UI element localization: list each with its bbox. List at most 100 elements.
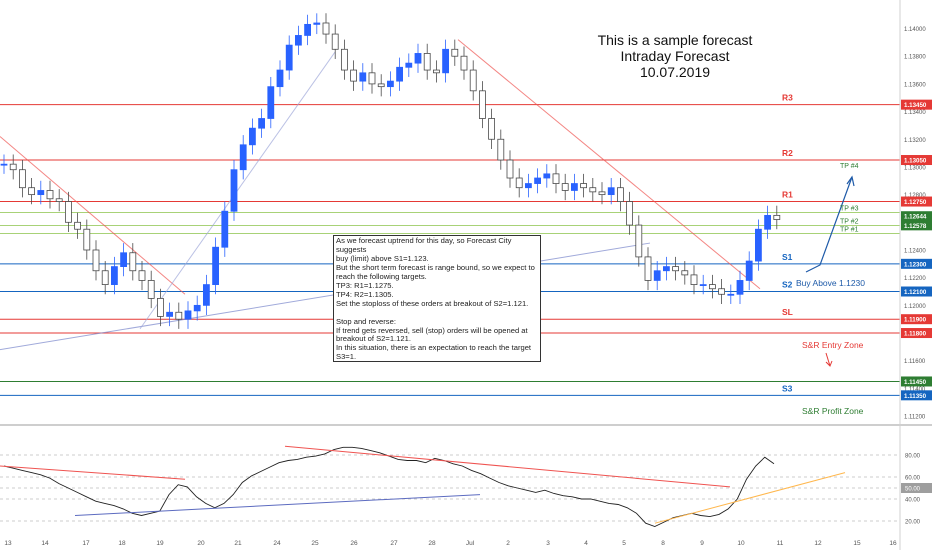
time-tick-23: 16 <box>889 540 897 547</box>
candle-body-41 <box>377 83 385 88</box>
price-tick-12: 1.11600 <box>904 359 926 365</box>
price-tick-6: 1.12800 <box>904 193 926 199</box>
candle-body-79 <box>727 293 735 296</box>
time-tick-2: 17 <box>82 540 90 547</box>
candle-body-10 <box>92 249 100 272</box>
forecast-down-arrow <box>825 352 831 367</box>
candle-body-58 <box>534 177 541 184</box>
price-tick-9: 1.12200 <box>904 276 926 282</box>
price-tick-10: 1.12000 <box>904 304 926 310</box>
candle-body-25 <box>230 169 238 212</box>
candle-body-51 <box>469 69 477 92</box>
candles-layer <box>0 13 781 329</box>
price-badge-3: 1.12644 <box>904 214 927 221</box>
candle-body-30 <box>276 69 284 88</box>
candle-body-82 <box>755 228 762 262</box>
time-tick-4: 19 <box>156 540 164 547</box>
osc-tick-2: 50.00 <box>905 487 921 493</box>
candle-body-73 <box>672 266 679 272</box>
profit-zone-label: S&R Profit Zone <box>802 406 864 416</box>
price-badge-bg-4 <box>901 220 932 231</box>
candle-body-59 <box>543 173 551 179</box>
osc-tick-4: 20.00 <box>905 520 921 526</box>
forecast-note-box: As we forecast uptrend for this day, so … <box>333 235 541 362</box>
price-tick-5: 1.13000 <box>904 165 926 171</box>
chart-title-line-2: Intraday Forecast <box>621 48 730 64</box>
candle-body-26 <box>239 144 247 171</box>
trendline-down-july <box>457 39 761 290</box>
price-badge-bg-7 <box>901 314 932 325</box>
price-tick-1: 1.13800 <box>904 55 926 61</box>
candle-body-5 <box>46 190 54 200</box>
note-line-4: TP3: R1=1.1275. <box>336 280 394 290</box>
candle-body-7 <box>65 201 72 223</box>
note-line-0: As we forecast uptrend for this day, so … <box>336 236 514 254</box>
candle-body-0 <box>0 163 8 166</box>
candle-body-15 <box>138 270 146 281</box>
candle-body-57 <box>525 183 532 189</box>
price-tick-2: 1.13600 <box>904 82 926 88</box>
price-badge-5: 1.12300 <box>904 261 927 268</box>
candle-body-24 <box>221 210 229 248</box>
forecast-up-arrow <box>805 176 853 273</box>
oscillator-panel: 80.00 60.00 50.00 40.00 20.00 <box>0 424 932 527</box>
candle-body-78 <box>718 288 725 295</box>
note-line-3: reach the following targets. <box>336 271 427 281</box>
candle-body-6 <box>55 198 63 202</box>
candle-body-84 <box>773 214 781 220</box>
price-tick-13: 1.11400 <box>904 387 926 393</box>
osc-trendline-3 <box>284 445 731 488</box>
candle-body-16 <box>147 280 155 299</box>
candle-body-38 <box>350 69 358 82</box>
candle-body-72 <box>663 266 670 272</box>
price-levels-layer <box>0 104 900 396</box>
candle-body-60 <box>552 173 560 184</box>
price-badge-4: 1.12578 <box>904 223 927 230</box>
candle-body-68 <box>626 201 633 226</box>
candle-body-35 <box>322 22 330 35</box>
candle-body-11 <box>101 270 109 285</box>
time-tick-7: 24 <box>273 540 281 547</box>
candle-body-55 <box>506 159 514 179</box>
buy-above-label: Buy Above 1.1230 <box>796 278 865 288</box>
candle-body-69 <box>635 224 643 258</box>
note-line-11: In this situation, there is an expectati… <box>336 343 534 362</box>
time-tick-5: 20 <box>197 540 205 547</box>
candle-body-74 <box>681 270 689 276</box>
candle-body-42 <box>386 80 394 88</box>
entry-zone-label: S&R Entry Zone <box>802 340 864 350</box>
tp-label-3: TP #2 <box>840 218 859 225</box>
note-line-9: If trend gets reversed, sell (stop) orde… <box>336 325 528 335</box>
osc-tick-1: 60.00 <box>905 476 921 482</box>
candle-body-20 <box>184 310 192 320</box>
candle-body-23 <box>212 246 220 285</box>
price-badge-7: 1.11900 <box>904 317 927 324</box>
candle-body-13 <box>120 252 127 267</box>
price-badge-bg-10 <box>901 390 932 401</box>
level-label-sl: SL <box>782 307 793 317</box>
candle-body-75 <box>690 274 698 285</box>
candle-body-64 <box>589 187 597 193</box>
candle-body-14 <box>129 252 137 272</box>
candle-body-1 <box>9 163 17 171</box>
osc-trendline-1 <box>0 465 186 480</box>
candle-body-67 <box>617 187 624 202</box>
candle-body-18 <box>166 311 174 317</box>
candle-body-49 <box>451 48 459 57</box>
candle-body-17 <box>156 298 164 317</box>
candle-body-43 <box>396 66 404 82</box>
trendlines-layer <box>0 39 855 367</box>
candle-body-48 <box>442 48 450 74</box>
level-label-s3: S3 <box>782 383 793 393</box>
candle-body-50 <box>460 55 468 71</box>
candle-body-45 <box>414 53 422 64</box>
time-tick-22: 15 <box>853 540 861 547</box>
candle-body-76 <box>699 284 707 286</box>
time-tick-12: Jul <box>466 540 475 547</box>
candle-body-63 <box>580 183 587 189</box>
candle-body-4 <box>37 190 45 196</box>
time-tick-16: 5 <box>622 540 626 547</box>
osc-current-badge <box>901 483 932 493</box>
